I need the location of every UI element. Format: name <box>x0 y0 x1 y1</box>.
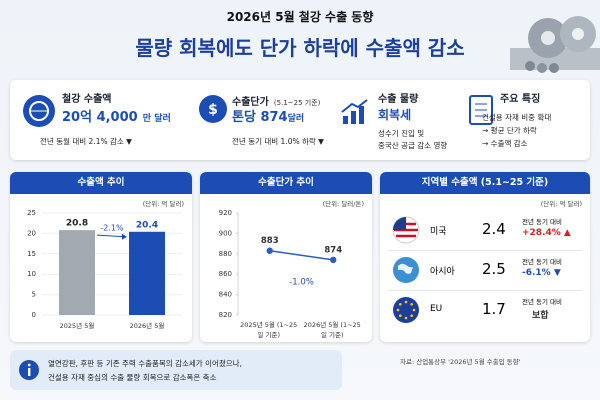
y-tick-label: 840 <box>219 291 232 299</box>
headline: 물량 회복에도 단가 하락에 수출액 감소 <box>135 36 465 60</box>
card-line: → 평균 단가 하락 <box>482 126 537 135</box>
region-row: 아시아 2.5 전년 동기 대비 -6.1% ▼ <box>388 252 582 291</box>
region-label: 전년 동기 대비 <box>522 218 563 226</box>
annotation: -2.1% <box>100 224 124 233</box>
arrow <box>96 234 126 238</box>
card-unit: 만 달러 <box>142 114 171 124</box>
panel-title: 수출단가 추이 <box>200 172 372 194</box>
cards-box: 철강 수출액 20억 4,000 만 달러 전년 동월 대비 2.1% 감소 ▼… <box>10 80 590 160</box>
line <box>269 249 334 261</box>
x-tick-label: 2025년 5월 (1~25일 기준) <box>240 321 298 339</box>
point <box>266 247 273 254</box>
y-tick-label: 860 <box>219 270 232 278</box>
svg-text:$: $ <box>208 102 218 118</box>
panel-title: 수출액 추이 <box>10 172 192 194</box>
x-tick-label: 2025년 5월 <box>59 322 95 330</box>
point <box>330 256 337 264</box>
note-box: 열연강판, 후판 등 기존 주력 수출품목의 감소세가 이어졌으나, 건설용 자… <box>10 350 342 390</box>
region-change: -6.1% ▼ <box>522 268 561 278</box>
y-tick-label: 5 <box>32 291 36 299</box>
card-title: 수출 물량 <box>378 94 419 105</box>
y-tick-label: 20 <box>27 229 36 237</box>
y-tick-label: 25 <box>27 209 36 217</box>
bar-chart: 0 5 10 15 20 25 20.8 20.4 -2.1% <box>27 209 182 319</box>
region-label: 전년 동기 대비 <box>522 298 563 306</box>
card-title: 철강 수출액 <box>62 94 112 105</box>
region-value: 2.4 <box>482 220 506 238</box>
value-label: 874 <box>324 245 342 255</box>
card-line: 중국산 공급 감소 영향 <box>378 141 448 150</box>
source: 자료: 산업통상부 '2026년 5월 수출입 동향' <box>400 358 521 366</box>
region-panel: 지역별 수출액 (5.1~25 기준) (단위: 억 달러) 미국 2.4 전년… <box>380 172 590 342</box>
steel-illustration <box>510 16 600 73</box>
flag <box>392 216 420 244</box>
note-line: 열연강판, 후판 등 기존 주력 수출품목의 감소세가 이어졌으나, <box>48 359 242 368</box>
card-value: 20억 4,000 <box>62 110 138 125</box>
y-tick-label: 10 <box>27 270 36 278</box>
value-label: 20.8 <box>66 219 88 229</box>
region-label: 전년 동기 대비 <box>522 258 563 266</box>
line-panel: 수출단가 추이 (단위: 달러/톤) 820 840 860 880 900 920 883… <box>200 172 372 342</box>
card-note: 전년 동월 대비 2.1% 감소 ▼ <box>40 137 132 146</box>
bar-panel: 수출액 추이 (단위: 억 달러) 0 5 10 15 20 25 20.8 20.4 -2.1… <box>10 172 192 342</box>
y-tick-label: 15 <box>27 250 36 258</box>
panel-title: 지역별 수출액 (5.1~25 기준) <box>380 172 590 194</box>
y-tick-label: 0 <box>32 311 36 319</box>
region-name: 미국 <box>430 227 447 237</box>
card-line: → 수출액 감소 <box>482 139 528 148</box>
unit: (단위: 억 달러) <box>540 200 582 208</box>
value-label: 20.4 <box>136 220 158 230</box>
icon <box>469 95 493 125</box>
card-title: 수출단가 <box>232 97 269 108</box>
region-change: +28.4% ▲ <box>522 228 571 238</box>
card-line: 성수기 진입 및 <box>378 129 425 138</box>
value-label: 883 <box>261 236 279 246</box>
region-row: EU 1.7 전년 동기 대비 보합 <box>388 292 582 330</box>
region-name: 아시아 <box>430 267 455 277</box>
region-name: EU <box>430 304 443 314</box>
flag <box>393 257 419 283</box>
note-line: 건설용 자재 중심의 수출 물량 회복으로 감소폭은 축소 <box>48 373 217 382</box>
card-title-note: (5.1~25 기준) <box>273 99 321 107</box>
unit: (단위: 억 달러) <box>142 200 184 208</box>
region-value: 1.7 <box>482 300 506 318</box>
flag <box>393 297 419 323</box>
bar <box>129 231 165 315</box>
line-chart: 820 840 860 880 900 920 883 874 -1.0% <box>219 209 343 319</box>
icon <box>23 95 55 127</box>
icon <box>341 99 368 124</box>
unit: (단위: 달러/톤) <box>322 200 364 208</box>
region-change: 보합 <box>532 311 549 321</box>
arrow-head <box>122 233 127 240</box>
region-row: 미국 2.4 전년 동기 대비 +28.4% ▲ <box>388 212 582 251</box>
info-icon <box>19 360 39 380</box>
y-tick-label: 900 <box>219 229 232 237</box>
bar <box>59 230 95 315</box>
kicker: 2026년 5월 철강 수출 동향 <box>226 10 374 24</box>
x-tick-label: 2026년 5월 <box>129 322 165 330</box>
icon: $ <box>199 95 227 123</box>
x-tick-label: 2026년 5월 (1~25일 기준) <box>303 321 361 339</box>
card-line: 건설용 자재 비중 확대 <box>482 113 552 122</box>
card-value: 회복세 <box>378 108 412 122</box>
annotation: -1.0% <box>289 277 314 287</box>
y-tick-label: 880 <box>219 250 232 258</box>
region-value: 2.5 <box>482 260 506 278</box>
card-unit: 달러 <box>287 114 305 124</box>
y-tick-label: 820 <box>219 311 232 319</box>
card-title: 주요 특징 <box>500 94 541 105</box>
card-note: 전년 동기 대비 1.0% 하락 ▼ <box>232 137 324 146</box>
card-value: 톤당 874 <box>232 110 288 125</box>
y-tick-label: 920 <box>219 209 232 217</box>
